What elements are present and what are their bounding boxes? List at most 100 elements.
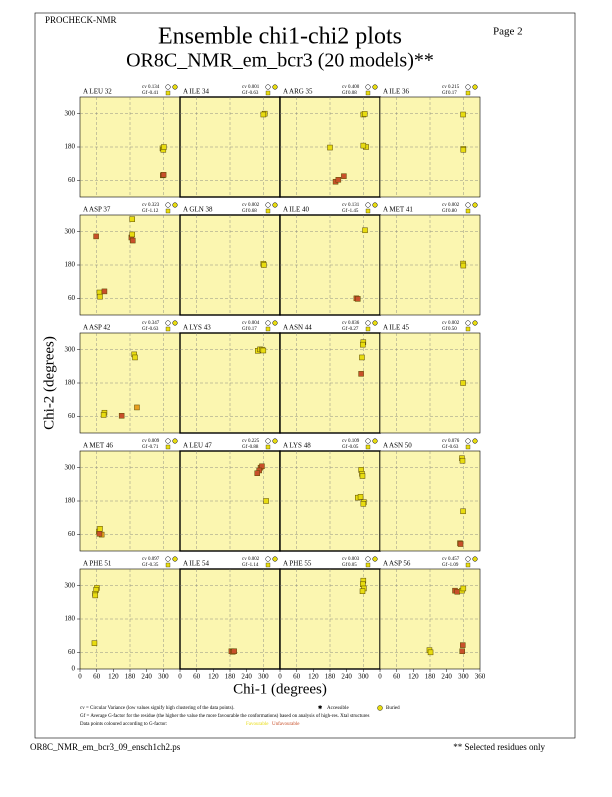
cv-value: 0.097 [148, 557, 160, 562]
cv-icon [365, 556, 371, 562]
residue-label: A PHE 55 [283, 560, 312, 568]
gf-value: -1.12 [148, 209, 159, 214]
data-point [259, 463, 265, 470]
data-point [327, 144, 333, 151]
cv-icon [165, 84, 171, 90]
cv-prefix: cv [242, 85, 247, 90]
residue-label: A ASP 37 [83, 206, 111, 214]
cv-prefix: cv [342, 321, 347, 326]
x-tick-label: 0 [178, 673, 182, 681]
cv-value: 0.215 [448, 85, 460, 90]
gf-prefix: Gf [442, 445, 448, 450]
footer-favourable: Favourable [246, 722, 269, 727]
y-tick-label: 180 [65, 261, 76, 269]
gf-prefix: Gf [442, 209, 448, 214]
gf-prefix: Gf [342, 209, 348, 214]
footer-buried: Buried [386, 706, 400, 711]
chart-subtitle: OR8C_NMR_em_bcr3 (20 models)** [126, 50, 434, 72]
gf-value: 0.17 [248, 327, 257, 332]
residue-label: A ASP 42 [83, 324, 111, 332]
cv-prefix: cv [242, 321, 247, 326]
residue-label: A PHE 51 [83, 560, 112, 568]
x-tick-label: 240 [341, 673, 352, 681]
x-tick-label: 60 [193, 673, 201, 681]
gf-icon [465, 326, 471, 332]
cv-icon [465, 320, 471, 326]
gf-icon [265, 562, 271, 568]
residue-label: A ILE 45 [383, 324, 410, 332]
cv-icon [365, 84, 371, 90]
data-point [359, 588, 366, 594]
cv-icon [165, 438, 171, 444]
footer-filename: OR8C_NMR_em_bcr3_09_ensch1ch2.ps [30, 742, 181, 752]
access-icon [372, 556, 378, 562]
gf-prefix: Gf [142, 209, 148, 214]
gf-icon [165, 444, 171, 450]
cv-icon [165, 202, 171, 208]
page-number: Page 2 [493, 26, 523, 38]
gf-value: 0.08 [348, 91, 357, 96]
residue-label: A ASN 50 [383, 442, 412, 450]
gf-icon [265, 208, 271, 214]
data-point [359, 473, 366, 479]
residue-label: A ILE 36 [383, 88, 410, 96]
data-point [263, 498, 269, 504]
data-point [335, 177, 342, 183]
gf-prefix: Gf [142, 445, 148, 450]
cv-value: 0.109 [348, 439, 360, 444]
data-point [360, 501, 367, 507]
data-point [454, 589, 460, 595]
cv-value: 0.134 [148, 85, 160, 90]
cv-icon [465, 556, 471, 562]
residue-label: A ILE 54 [183, 560, 210, 568]
gf-prefix: Gf [442, 327, 448, 332]
gf-prefix: Gf [342, 327, 348, 332]
cv-prefix: cv [442, 203, 447, 208]
x-tick-label: 300 [358, 673, 369, 681]
x-tick-label: 180 [225, 673, 236, 681]
data-point [92, 592, 99, 599]
data-point [161, 144, 167, 150]
gf-value: -0.88 [248, 445, 259, 450]
cv-value: 0.001 [248, 85, 260, 90]
gf-value: -0.41 [148, 91, 159, 96]
residue-label: A MET 46 [83, 442, 113, 450]
data-point [93, 233, 99, 240]
gf-icon [365, 326, 371, 332]
y-tick-label: 180 [65, 615, 76, 623]
access-icon [172, 556, 178, 562]
access-icon [272, 84, 278, 90]
data-point [460, 111, 466, 118]
gf-value: 0.05 [348, 563, 357, 568]
data-point [160, 172, 167, 178]
y-tick-label: 60 [68, 412, 76, 420]
cv-icon [265, 320, 271, 326]
gf-value: -1.45 [348, 209, 359, 214]
data-point [358, 371, 364, 377]
cv-icon [365, 202, 371, 208]
residue-label: A LYS 48 [283, 442, 311, 450]
cv-icon [265, 438, 271, 444]
cv-value: 0.131 [348, 203, 360, 208]
residue-label: A LEU 47 [183, 442, 212, 450]
data-point [457, 541, 464, 547]
access-icon [272, 320, 278, 326]
access-icon [472, 84, 478, 90]
gf-icon [365, 90, 371, 96]
cv-value: 0.323 [148, 203, 160, 208]
data-point [460, 147, 467, 153]
gf-value: 0.68 [248, 209, 257, 214]
buried-icon [377, 705, 383, 711]
cv-value: 0.076 [448, 439, 460, 444]
gf-icon [465, 562, 471, 568]
cv-icon [365, 438, 371, 444]
gf-prefix: Gf [342, 445, 348, 450]
x-tick-label: 180 [125, 673, 136, 681]
data-point [360, 142, 367, 149]
gf-value: -0.05 [348, 445, 359, 450]
x-tick-label: 60 [393, 673, 401, 681]
cv-value: 0.225 [248, 439, 260, 444]
cv-prefix: cv [342, 439, 347, 444]
cv-value: 0.400 [348, 85, 360, 90]
cv-prefix: cv [342, 85, 347, 90]
